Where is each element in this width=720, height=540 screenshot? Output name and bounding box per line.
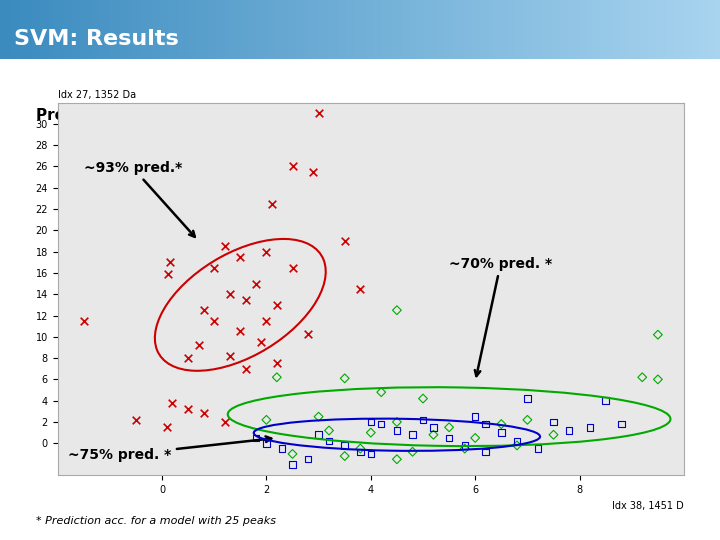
Point (355, 285, 366, 293)
Point (459, 444, 471, 453)
Point (235, 253, 246, 261)
Text: Prediction capability of SVM (plot for best 2 peaks): Prediction capability of SVM (plot for b… (36, 108, 476, 123)
Point (78, 316, 89, 325)
Point (271, 359, 283, 368)
Text: ~75% pred. *: ~75% pred. * (68, 436, 271, 462)
Point (511, 437, 523, 445)
Point (339, 237, 351, 245)
Point (459, 441, 471, 450)
Point (302, 455, 314, 463)
Point (365, 417, 377, 426)
Point (130, 415, 142, 424)
Point (182, 405, 194, 414)
Point (302, 329, 314, 338)
Point (521, 394, 533, 403)
Point (407, 430, 418, 439)
Point (240, 295, 251, 304)
Point (391, 426, 402, 435)
Point (167, 399, 179, 407)
Point (307, 167, 319, 176)
Point (418, 415, 429, 424)
Text: ~93% pred.*: ~93% pred.* (84, 161, 195, 237)
Point (287, 460, 298, 469)
Point (323, 426, 335, 435)
Point (391, 306, 402, 314)
Text: ~70% pred. *: ~70% pred. * (449, 256, 552, 376)
Point (444, 423, 455, 431)
Point (313, 109, 325, 118)
Point (480, 420, 491, 428)
Point (444, 434, 455, 442)
Point (323, 437, 335, 445)
Point (521, 415, 533, 424)
Point (376, 388, 387, 396)
Point (313, 430, 325, 439)
Point (198, 306, 210, 314)
Point (548, 417, 559, 426)
Point (261, 415, 272, 424)
Text: Idx 38, 1451 D: Idx 38, 1451 D (612, 501, 684, 511)
Point (339, 374, 351, 383)
Point (600, 396, 611, 405)
Point (193, 341, 204, 349)
Point (339, 441, 351, 450)
Point (495, 420, 507, 428)
Point (616, 420, 627, 428)
Point (418, 394, 429, 403)
Point (391, 455, 402, 463)
Point (182, 354, 194, 362)
Point (161, 423, 173, 431)
Point (163, 269, 174, 278)
Point (287, 162, 298, 171)
Point (585, 423, 596, 431)
Point (209, 316, 220, 325)
Point (271, 301, 283, 309)
Point (511, 441, 523, 450)
Point (266, 199, 277, 208)
Point (391, 417, 402, 426)
Point (251, 279, 262, 288)
Point (548, 430, 559, 439)
Point (365, 450, 377, 458)
Point (469, 434, 481, 442)
Point (271, 373, 283, 382)
Point (355, 444, 366, 453)
Point (287, 450, 298, 458)
Text: SVM: Results: SVM: Results (14, 29, 179, 49)
Point (251, 434, 262, 442)
Point (495, 428, 507, 437)
Point (219, 417, 230, 426)
Point (287, 264, 298, 272)
Point (164, 258, 176, 267)
Text: Idx 27, 1352 Da: Idx 27, 1352 Da (58, 90, 136, 100)
Point (469, 413, 481, 421)
Point (636, 373, 648, 382)
Point (532, 444, 544, 453)
Point (261, 247, 272, 256)
Point (339, 452, 351, 461)
Point (563, 426, 575, 435)
Point (276, 444, 288, 453)
Point (261, 316, 272, 325)
Point (355, 448, 366, 456)
Point (480, 448, 491, 456)
Point (313, 413, 325, 421)
Point (209, 264, 220, 272)
Point (365, 428, 377, 437)
Point (407, 448, 418, 456)
Point (376, 420, 387, 428)
Text: * Prediction acc. for a model with 25 peaks: * Prediction acc. for a model with 25 pe… (36, 516, 276, 526)
Point (224, 290, 235, 299)
Point (428, 423, 439, 431)
Point (235, 327, 246, 336)
Point (261, 439, 272, 448)
Point (219, 242, 230, 251)
Point (240, 364, 251, 373)
Point (428, 430, 439, 439)
Point (652, 330, 664, 339)
Point (224, 352, 235, 360)
Point (652, 375, 664, 384)
Point (198, 409, 210, 418)
Point (256, 338, 267, 347)
